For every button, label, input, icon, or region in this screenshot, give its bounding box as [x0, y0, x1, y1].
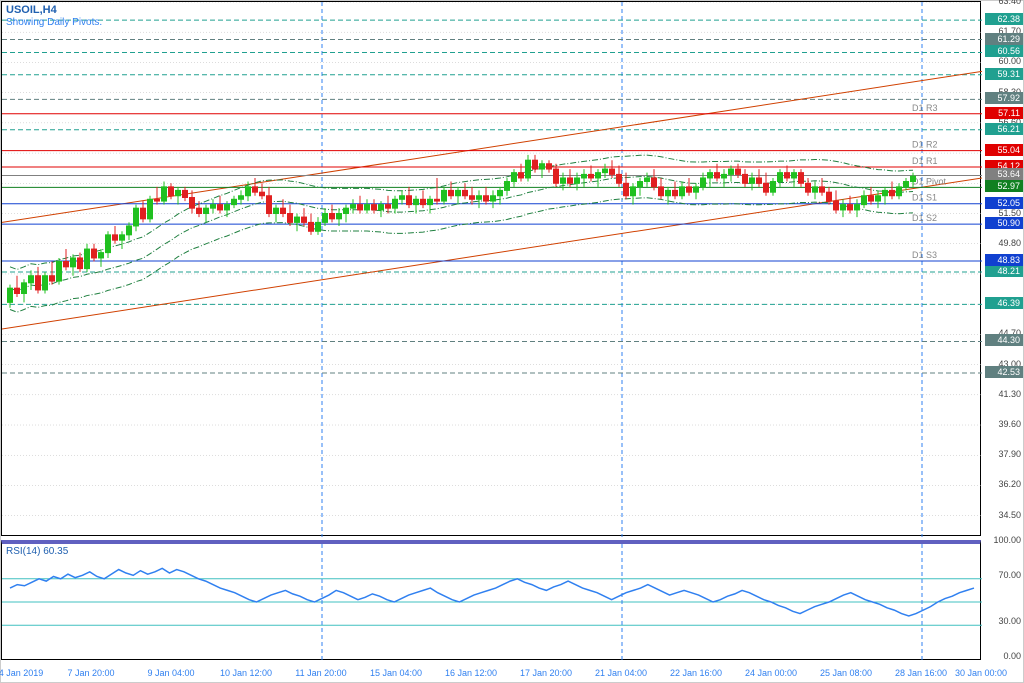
svg-text:D1 R3: D1 R3: [912, 103, 938, 113]
svg-text:D1 S2: D1 S2: [912, 213, 937, 223]
svg-text:D1 Pivot: D1 Pivot: [912, 176, 947, 186]
rsi-panel[interactable]: RSI(14) 60.35: [1, 540, 981, 660]
main-price-chart[interactable]: USOIL,H4 Showing Daily Pivots. D1 R3D1 R…: [1, 1, 981, 536]
main-chart-svg: D1 R3 D1 R2 D1 R1 D1 Pivot D1 S1 D1 S2 D1 S3: [2, 2, 982, 537]
svg-text:D1 S1: D1 S1: [912, 193, 937, 203]
chart-subtitle: Showing Daily Pivots.: [6, 17, 102, 28]
svg-text:D1 R1: D1 R1: [912, 156, 938, 166]
svg-text:D1 S3: D1 S3: [912, 250, 937, 260]
chart-title: USOIL,H4: [6, 4, 57, 16]
rsi-title: RSI(14) 60.35: [6, 546, 68, 557]
y-axis: 34.5036.2037.9039.6041.3043.0044.7046.40…: [979, 1, 1023, 536]
chart-container: USOIL,H4 Showing Daily Pivots. D1 R3D1 R…: [0, 0, 1024, 683]
x-axis: 4 Jan 20197 Jan 20:009 Jan 04:0010 Jan 1…: [1, 658, 981, 682]
svg-text:D1 R2: D1 R2: [912, 140, 938, 150]
rsi-y-axis: 0.0030.0070.00100.00: [979, 540, 1023, 660]
rsi-svg: [2, 544, 982, 660]
